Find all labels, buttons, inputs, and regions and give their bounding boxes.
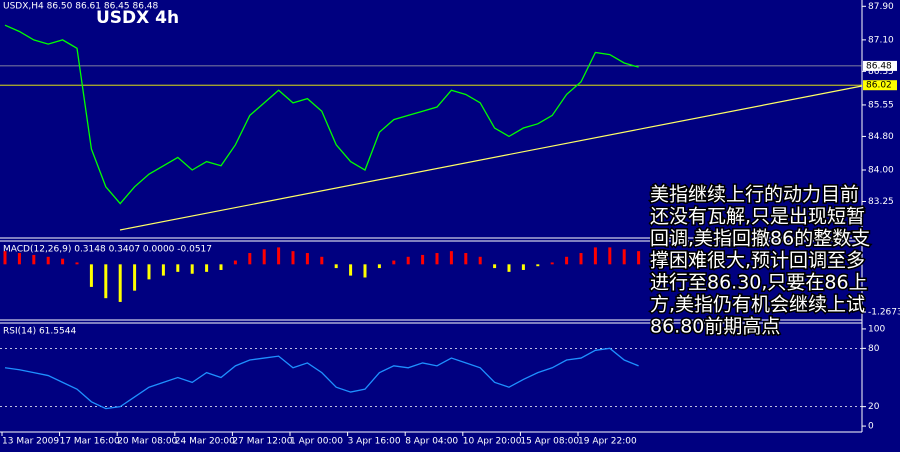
bar [579,253,583,265]
x-tick-label: 24 Mar 20:00 [175,437,235,447]
y-tick-label: 83.25 [868,197,894,207]
x-tick-label: 10 Apr 20:00 [463,437,522,447]
bar [507,264,511,272]
bar [248,253,252,265]
bar [550,262,554,265]
frame [0,0,863,433]
bar [521,264,525,270]
bar [104,264,108,299]
x-tick-label: 3 Apr 16:00 [348,437,401,447]
bar [291,251,295,265]
y-tick-label: 100 [868,324,885,334]
price-box [863,80,897,91]
bar [608,247,612,265]
bar [3,251,7,265]
x-tick-label: 27 Mar 12:00 [232,437,292,447]
chart-subtitle: USDX,H4 86.50 86.61 86.45 86.48 [3,2,159,12]
bar [61,258,65,265]
bar [233,260,237,265]
annotation: 回调,美指回撤86的整数支 [650,228,870,250]
pane-title: MACD(12,26,9) 0.3148 0.3407 0.0000 -0.05… [3,245,212,255]
y-tick-label: 87.10 [868,35,894,45]
bar [219,264,223,270]
bar [565,256,569,265]
x-tick-label: 20 Mar 08:00 [117,437,177,447]
bar [46,256,50,265]
bar [449,251,453,265]
bar [190,264,194,274]
bar [205,264,209,272]
annotation: 还没有瓦解,只是出现短暂 [650,206,865,228]
bar [536,264,540,267]
bar [176,264,180,272]
y-tick-label: 84.00 [868,166,894,176]
price-box [863,60,897,71]
price-label: 86.02 [866,81,892,91]
bar [349,264,353,276]
price-label: 86.48 [866,61,892,71]
bar [133,264,137,291]
bar [363,264,367,278]
annotation: 86.80前期高点 [650,316,780,338]
bar [305,253,309,265]
bar [161,264,165,276]
bar [435,253,439,265]
chart-title: USDX 4h [96,8,179,28]
bar [17,253,21,265]
bar [75,262,79,265]
x-tick-label: 8 Apr 04:00 [405,437,458,447]
pane-title: RSI(14) 61.5544 [3,327,76,337]
annotation: 美指继续上行的动力目前 [650,184,859,206]
bar [637,251,641,265]
bar [406,256,410,265]
bar [262,249,266,265]
annotation: 撑困难很大,预计回调至多 [650,250,865,272]
y-tick-label: 0 [868,422,874,432]
series-line [4,24,639,205]
bar [478,256,482,265]
bar [593,247,597,265]
x-tick-label: 1 Apr 00:00 [290,437,343,447]
annotation: 方,美指仍有机会继续上试 [650,294,865,316]
x-tick-label: 15 Apr 08:00 [520,437,579,447]
bar [421,254,425,265]
bar [377,264,381,269]
bar [147,264,151,280]
x-tick-label: 19 Apr 22:00 [578,437,637,447]
bar [32,254,36,265]
series-line [4,347,639,410]
bar [334,264,338,269]
y-tick-label: 84.80 [868,132,894,142]
bar [464,253,468,265]
bar [118,264,122,302]
bar [392,260,396,265]
y-tick-label: 85.55 [868,100,894,110]
bar [320,256,324,265]
annotation: 进行至86.30,只要在86上 [650,272,868,294]
x-tick-label: 17 Mar 16:00 [60,437,120,447]
y-tick-label: 20 [868,402,880,412]
y-tick-label: 87.90 [868,2,894,12]
y-tick-label: 86.35 [868,67,894,77]
bar [277,247,281,265]
bar [622,249,626,265]
trend-line [119,85,863,231]
bar [493,264,497,269]
bar [89,264,93,287]
x-tick-label: 13 Mar 2009 [2,437,59,447]
y-tick-label: 80 [868,344,880,354]
y-tick-label: -1.2673 [868,307,900,317]
